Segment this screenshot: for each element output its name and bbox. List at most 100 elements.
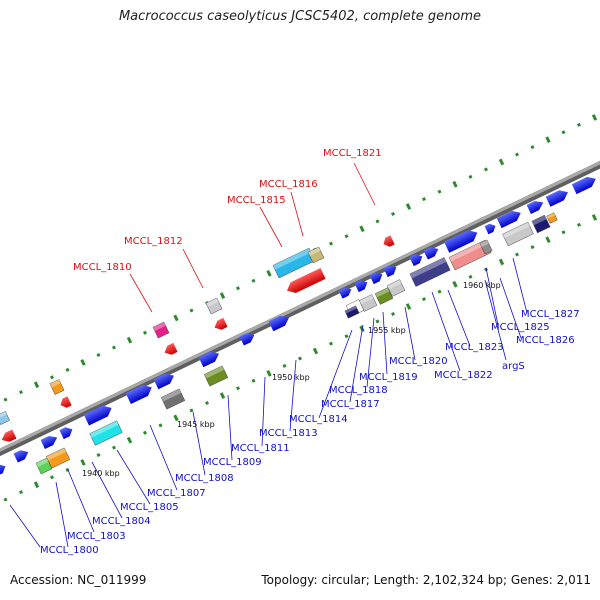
- feature-magenta-1[interactable]: [152, 321, 170, 339]
- gene-mccl-1810[interactable]: [162, 342, 178, 357]
- feature-tan-1[interactable]: [307, 246, 325, 264]
- gene-label-mccl-1819[interactable]: MCCL_1819: [359, 372, 418, 383]
- gene-label-mccl-1804[interactable]: MCCL_1804: [92, 516, 151, 527]
- gene-mccl-1819[interactable]: [369, 270, 384, 285]
- gc-mark: [173, 314, 179, 322]
- gene-track[interactable]: [0, 174, 598, 477]
- feature-cyan-2[interactable]: [89, 420, 123, 446]
- gc-mark: [405, 203, 412, 210]
- tick-1955: 1955 kbp: [368, 326, 406, 335]
- gc-mark: [189, 408, 194, 413]
- gc-mark: [498, 258, 505, 266]
- gene-label-mccl-1805[interactable]: MCCL_1805: [120, 502, 179, 513]
- gene-label-mccl-1823[interactable]: MCCL_1823: [445, 342, 504, 353]
- feature-orange-3[interactable]: [49, 379, 65, 395]
- gene-mccl-1823-fwd[interactable]: [423, 244, 441, 260]
- gene-label-mccl-1818[interactable]: MCCL_1818: [329, 385, 388, 396]
- gc-mark: [312, 347, 319, 355]
- gene-label-mccl-1809[interactable]: MCCL_1809: [203, 457, 262, 468]
- feature-purple-1[interactable]: [409, 257, 451, 287]
- gene-mccl-1802[interactable]: [13, 447, 31, 463]
- feature-grey-5[interactable]: [205, 297, 223, 315]
- gc-mark: [375, 319, 380, 324]
- gene-args[interactable]: [444, 227, 480, 253]
- gene-label-mccl-1807[interactable]: MCCL_1807: [147, 488, 206, 499]
- feature-olive-2[interactable]: [203, 365, 229, 387]
- gene-label-mccl-1811[interactable]: MCCL_1811: [231, 443, 290, 454]
- feature-olive-1[interactable]: [374, 287, 394, 305]
- gene-label-mccl-1826[interactable]: MCCL_1826: [516, 335, 575, 346]
- gene-mccl-1803[interactable]: [40, 433, 60, 449]
- gene-mccl-1820[interactable]: [383, 263, 398, 278]
- gene-label-mccl-1827[interactable]: MCCL_1827: [521, 309, 580, 320]
- leader-line: [349, 324, 364, 403]
- tick-1950: 1950 kbp: [272, 373, 310, 382]
- feature-grey-6[interactable]: [160, 388, 186, 410]
- gene-label-mccl-1820[interactable]: MCCL_1820: [389, 356, 448, 367]
- leader-line: [129, 273, 153, 313]
- gene-mccl-1800[interactable]: [0, 462, 8, 477]
- gene-label-mccl-1810[interactable]: MCCL_1810: [73, 262, 132, 273]
- gc-mark: [204, 401, 210, 406]
- leader-line: [447, 289, 471, 347]
- gene-label-mccl-1822[interactable]: MCCL_1822: [434, 370, 493, 381]
- gene-mccl-1825[interactable]: [496, 208, 523, 229]
- gene-mccl-1808[interactable]: [153, 371, 177, 390]
- gene-label-mccl-1816[interactable]: MCCL_1816: [259, 179, 318, 190]
- gene-label-mccl-1821[interactable]: MCCL_1821: [323, 148, 382, 159]
- gene-label-mccl-1825[interactable]: MCCL_1825: [491, 322, 550, 333]
- gene-label-mccl-1812[interactable]: MCCL_1812: [124, 236, 183, 247]
- gene-mccl-1828[interactable]: [571, 174, 598, 195]
- gene-mccl-1804[interactable]: [59, 425, 74, 440]
- gc-mark: [576, 222, 582, 227]
- gc-mark: [111, 445, 117, 450]
- gene-mccl-1821[interactable]: [381, 235, 395, 248]
- gene-mccl-1801[interactable]: [0, 429, 17, 444]
- feature-green-1[interactable]: [35, 457, 53, 475]
- feature-orange-1[interactable]: [546, 212, 558, 224]
- genome-backbone: [0, 160, 600, 457]
- gene-mccl-1818[interactable]: [354, 278, 369, 293]
- feature-navy-1[interactable]: [531, 214, 551, 234]
- feature-lightblue-1[interactable]: [0, 411, 10, 425]
- gene-mccl-1817[interactable]: [338, 285, 354, 299]
- feature-grey-2[interactable]: [479, 239, 493, 255]
- gc-mark: [390, 311, 396, 316]
- gene-mccl-1809[interactable]: [198, 349, 222, 368]
- gene-label-mccl-1817[interactable]: MCCL_1817: [321, 399, 380, 410]
- gene-mccl-1807[interactable]: [125, 382, 155, 405]
- gc-mark: [142, 430, 148, 435]
- gene-mccl-1827[interactable]: [545, 187, 571, 207]
- leader-lines: [9, 162, 528, 548]
- gene-mccl-1806[interactable]: [58, 396, 72, 409]
- gene-label-mccl-1814[interactable]: MCCL_1814: [289, 414, 348, 425]
- leader-line: [261, 376, 266, 447]
- gene-mccl-1816[interactable]: [284, 267, 326, 296]
- gene-mccl-1812[interactable]: [212, 317, 228, 332]
- feature-grey-4[interactable]: [358, 294, 378, 312]
- leader-line: [116, 449, 151, 505]
- gene-label-mccl-1800[interactable]: MCCL_1800: [40, 545, 99, 556]
- gene-mccl-1805[interactable]: [83, 403, 114, 426]
- gene-mccl-1824[interactable]: [484, 222, 498, 235]
- gene-label-mccl-1815[interactable]: MCCL_1815: [227, 195, 286, 206]
- gc-mark: [498, 158, 505, 166]
- gene-mccl-1826-fwd[interactable]: [526, 198, 546, 214]
- feature-grey-3[interactable]: [386, 279, 406, 297]
- gene-label-mccl-1803[interactable]: MCCL_1803: [67, 531, 126, 542]
- feature-navy-2[interactable]: [344, 305, 360, 319]
- feature-grey-1[interactable]: [502, 221, 534, 247]
- gene-mccl-1811[interactable]: [239, 330, 257, 346]
- gene-label-args[interactable]: argS: [502, 361, 525, 372]
- gene-mccl-1813[interactable]: [268, 313, 292, 332]
- gene-mccl-1822-fwd[interactable]: [409, 252, 424, 267]
- gc-mark: [96, 353, 101, 358]
- leader-line: [289, 359, 297, 432]
- gene-label-mccl-1813[interactable]: MCCL_1813: [259, 428, 318, 439]
- gc-mark: [530, 145, 535, 150]
- gc-mark: [591, 214, 598, 221]
- leader-line: [182, 248, 204, 289]
- leader-line: [91, 461, 123, 519]
- gene-label-mccl-1808[interactable]: MCCL_1808: [175, 473, 234, 484]
